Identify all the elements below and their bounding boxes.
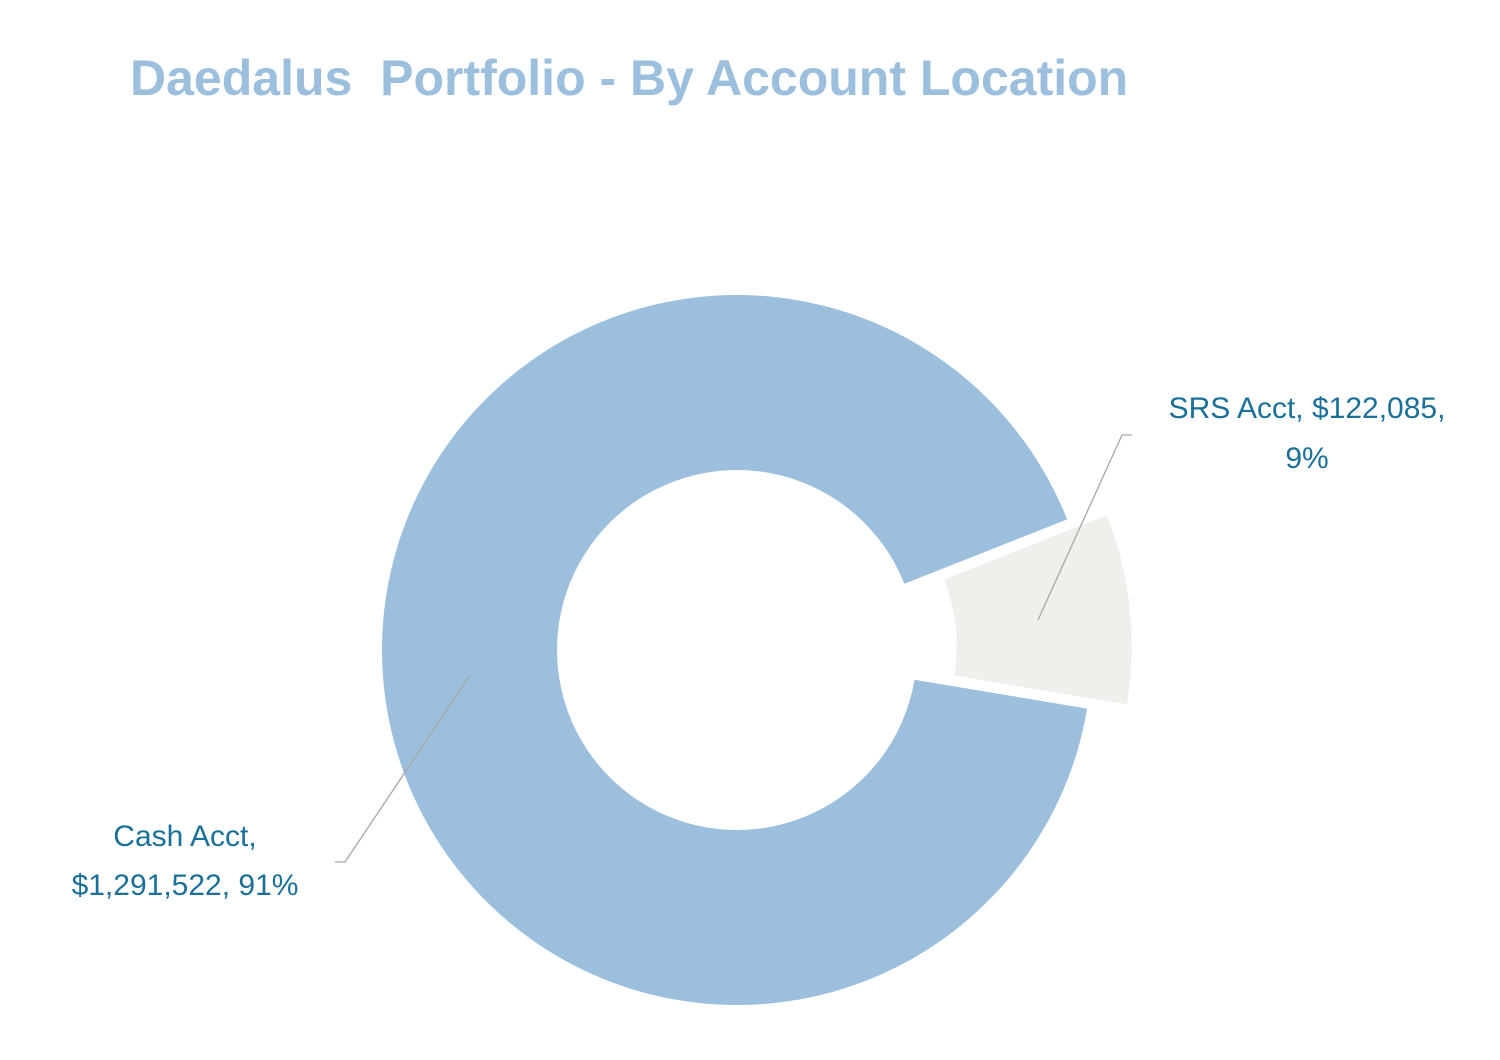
leader-line	[335, 674, 471, 863]
data-label: 9%	[1285, 442, 1328, 475]
donut-slice	[944, 515, 1132, 705]
chart-title: Daedalus Portfolio - By Account Location	[130, 50, 1128, 106]
data-label: $1,291,522, 91%	[72, 869, 299, 902]
donut	[381, 294, 1132, 1005]
data-label: SRS Acct, $122,085,	[1169, 392, 1446, 425]
donut-slice	[381, 294, 1088, 1005]
leader-line	[1037, 434, 1132, 621]
data-label: Cash Acct,	[113, 820, 256, 853]
